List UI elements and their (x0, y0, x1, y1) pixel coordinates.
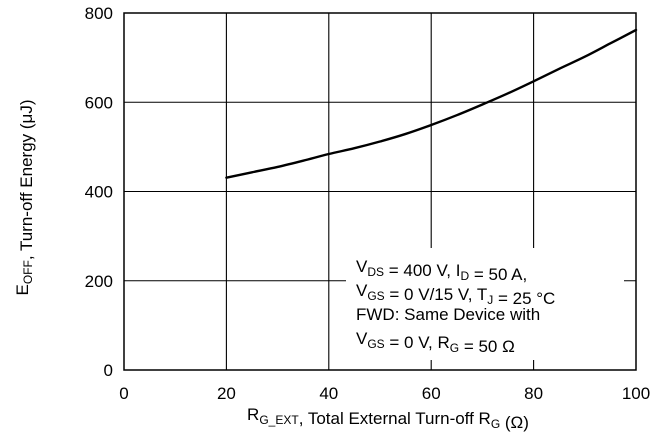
x-tick-label: 40 (319, 384, 338, 403)
series-line (225, 28, 638, 179)
annotation-line: FWD: Same Device with (356, 305, 540, 324)
y-tick-label: 400 (85, 183, 113, 202)
x-tick-label: 80 (524, 384, 543, 403)
x-tick-label: 0 (119, 384, 128, 403)
annotation-box (346, 248, 624, 360)
y-tick-label: 800 (85, 4, 113, 23)
annotation-line: VGS = 0 V, RG = 50 Ω (356, 329, 515, 356)
x-axis-ticks: 0 20 40 60 80 100 (119, 384, 650, 403)
annotation-line: VDS = 400 V, ID = 50 A, (356, 257, 527, 284)
y-tick-label: 0 (104, 361, 113, 380)
x-tick-label: 60 (422, 384, 441, 403)
y-axis-label: EOFF, Turn-off Energy (μJ) (13, 100, 36, 296)
y-axis-ticks: 0 200 400 600 800 (85, 4, 113, 380)
test-conditions-annotation: VDS = 400 V, ID = 50 A,VGS = 0 V/15 V, T… (356, 257, 555, 356)
x-axis-label: RG_EXT, Total External Turn-off RG (Ω) (247, 405, 529, 432)
x-tick-label: 100 (622, 384, 650, 403)
annotation-line: VGS = 0 V/15 V, TJ = 25 °C (356, 281, 555, 308)
y-tick-label: 200 (85, 272, 113, 291)
y-tick-label: 600 (85, 93, 113, 112)
plot-frame (123, 12, 637, 371)
x-tick-label: 20 (217, 384, 236, 403)
